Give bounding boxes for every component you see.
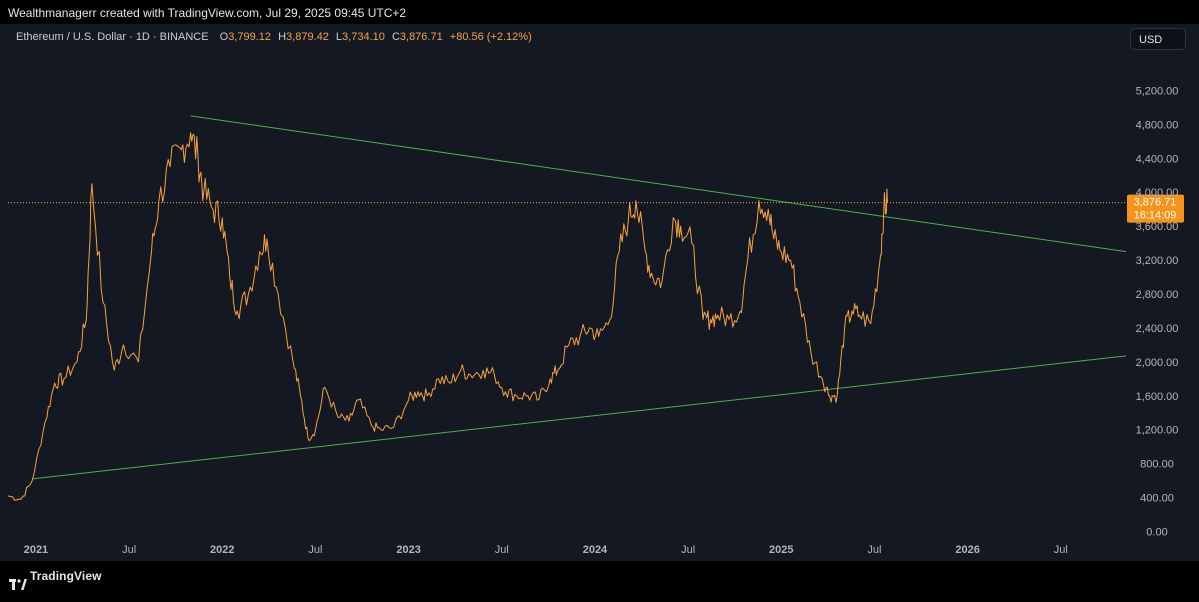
last-price-value: 3,876.71 (1134, 197, 1177, 209)
open-value: 3,799.12 (228, 31, 272, 43)
x-tick-month: Jul (122, 544, 136, 556)
close-label: C (391, 31, 400, 43)
currency-button[interactable]: USD (1130, 28, 1186, 50)
price-series (7, 132, 888, 501)
x-tick-month: Jul (1054, 544, 1068, 556)
price-axis: 0.00 400.00 800.00 1,200.00 1,600.00 2,000.00… (1136, 85, 1179, 538)
y-tick-label: 400.00 (1140, 493, 1174, 505)
low-value: 3,734.10 (342, 31, 385, 43)
y-tick-label: 4,400.00 (1136, 153, 1179, 165)
symbol-name[interactable]: Ethereum / U.S. Dollar · 1D · BINANCE (16, 31, 209, 43)
close-value: 3,876.71 (399, 31, 443, 43)
last-price-label-bg (1127, 194, 1184, 223)
x-tick-year: 2024 (583, 544, 608, 556)
trendline-upper-resistance (190, 115, 1127, 253)
y-tick-label: 2,400.00 (1136, 323, 1179, 335)
x-tick-year: 2026 (955, 544, 979, 556)
y-tick-label: 800.00 (1140, 459, 1174, 471)
symbol-legend: Ethereum / U.S. Dollar · 1D · BINANCE O3… (16, 31, 532, 43)
high-label: H (278, 31, 287, 43)
y-tick-label: 0.00 (1146, 527, 1167, 539)
x-tick-year: 2023 (396, 544, 420, 556)
y-tick-label: 3,200.00 (1136, 255, 1179, 267)
x-tick-year: 2022 (210, 544, 234, 556)
price-line (7, 132, 888, 501)
time-axis: 2021 Jul 2022 Jul 2023 Jul 2024 Jul 2025 Jul 2026 J… (24, 544, 1068, 556)
chart-area[interactable] (0, 24, 1199, 561)
y-tick-label: 5,200.00 (1136, 85, 1179, 97)
y-tick-label: 1,200.00 (1136, 425, 1179, 437)
y-tick-label: 2,800.00 (1136, 289, 1179, 301)
low-label: L (335, 31, 343, 43)
y-tick-label: 1,600.00 (1136, 391, 1179, 403)
tradingview-logo-icon[interactable] (9, 571, 27, 602)
footer-brand[interactable]: TradingView (30, 569, 102, 583)
high-value: 3,879.42 (286, 31, 329, 43)
x-tick-year: 2021 (24, 544, 48, 556)
chart-caption: Wealthmanagerr created with TradingView.… (0, 0, 1199, 24)
last-price-countdown: 16:14:09 (1134, 210, 1177, 222)
x-tick-month: Jul (495, 544, 509, 556)
x-tick-month: Jul (681, 544, 695, 556)
x-tick-year: 2025 (769, 544, 793, 556)
y-tick-label: 2,000.00 (1136, 357, 1179, 369)
y-tick-label: 4,800.00 (1136, 119, 1179, 131)
change-value: +80.56 (+2.12%) (449, 31, 532, 43)
x-tick-month: Jul (308, 544, 322, 556)
footer-bar: TradingView (0, 561, 1199, 592)
y-tick-label: 3,600.00 (1136, 221, 1179, 233)
trendlines (32, 115, 1127, 480)
y-tick-label: 4,000.00 (1136, 187, 1179, 199)
trendline-lower-support (32, 355, 1127, 480)
open-label: O (219, 31, 229, 43)
x-tick-month: Jul (867, 544, 881, 556)
